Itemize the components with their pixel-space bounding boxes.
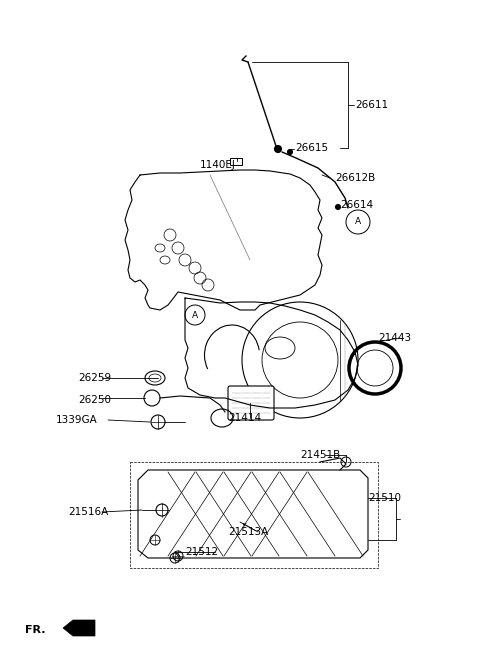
Text: 21414: 21414 [228, 413, 261, 423]
Text: 21451B: 21451B [300, 450, 340, 460]
Circle shape [288, 150, 292, 155]
Text: 26615: 26615 [295, 143, 328, 153]
Circle shape [275, 146, 281, 152]
Text: 26611: 26611 [355, 100, 388, 110]
Text: A: A [192, 310, 198, 319]
Text: 21513A: 21513A [228, 527, 268, 537]
Text: A: A [355, 218, 361, 226]
Bar [130, 462, 378, 568]
Text: 1339GA: 1339GA [56, 415, 98, 425]
Text: 26614: 26614 [340, 200, 373, 210]
Bar [230, 158, 242, 165]
Text: 26259: 26259 [78, 373, 111, 383]
Circle shape [336, 205, 340, 209]
Text: 21443: 21443 [378, 333, 411, 343]
Text: FR.: FR. [25, 625, 46, 635]
Text: 21510: 21510 [368, 493, 401, 503]
Text: 1140EJ: 1140EJ [200, 160, 236, 170]
Text: 21512: 21512 [185, 547, 218, 557]
Text: 21516A: 21516A [68, 507, 108, 517]
Text: 26612B: 26612B [335, 173, 375, 183]
Text: 26250: 26250 [78, 395, 111, 405]
FancyBboxPatch shape [228, 386, 274, 420]
Polygon shape [63, 620, 95, 636]
